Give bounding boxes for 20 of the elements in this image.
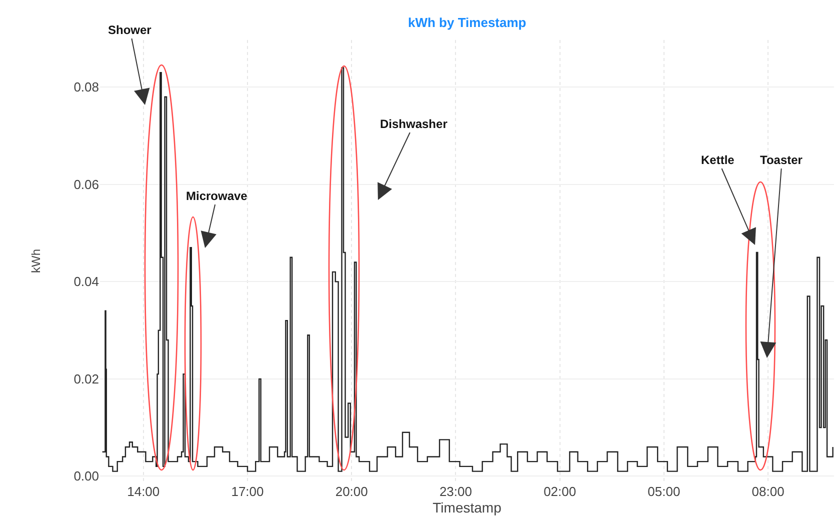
annotation: Kettle: [701, 153, 735, 167]
annotation: Dishwasher: [380, 117, 448, 131]
text: Shower: [108, 23, 152, 37]
y-tick-label: 0.02: [74, 371, 99, 386]
annotation: Toaster: [760, 153, 803, 167]
y-tick-label: 0.06: [74, 176, 99, 192]
x-tick-label: 17:00: [231, 484, 264, 499]
x-tick-label: 14:00: [127, 484, 160, 499]
x-tick-label: 23:00: [439, 484, 472, 499]
y-tick-label: 0.04: [74, 274, 99, 290]
annotation: Microwave: [186, 189, 248, 203]
x-axis-title: Timestamp: [432, 499, 502, 516]
x-tick-label: 08:00: [752, 484, 784, 499]
y-axis-title: kWh: [28, 249, 43, 273]
chart-title: kWh by Timestamp: [408, 15, 526, 30]
y-tick-label: 0.00: [74, 468, 99, 484]
x-tick-label: 05:00: [648, 484, 680, 499]
x-tick-label: 02:00: [544, 484, 576, 499]
x-tick-label: 20:00: [335, 484, 368, 499]
y-tick-label: 0.08: [74, 80, 99, 95]
